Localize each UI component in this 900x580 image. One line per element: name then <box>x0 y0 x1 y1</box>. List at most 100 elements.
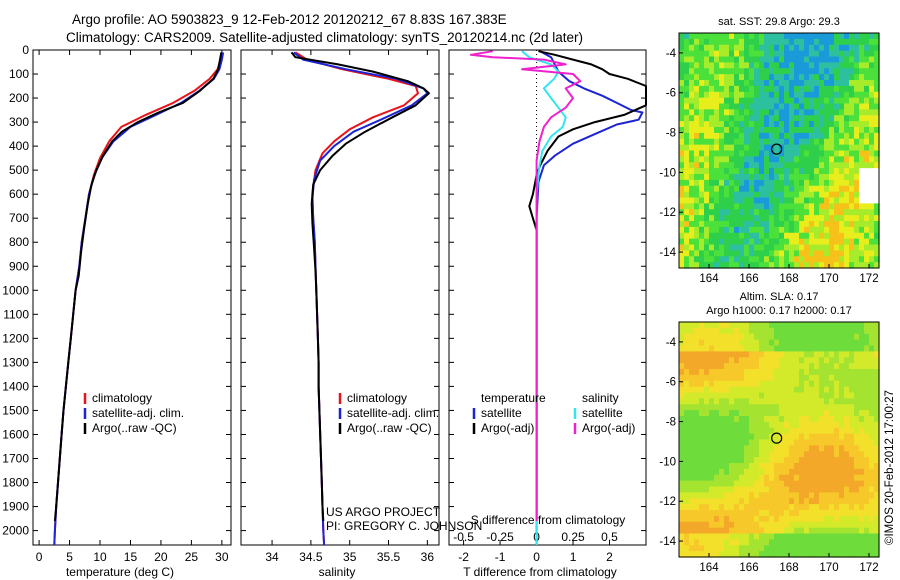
map-cell <box>689 238 695 246</box>
map-cell <box>714 463 720 470</box>
map-cell <box>749 33 755 40</box>
map-cell <box>684 68 690 75</box>
map-cell <box>854 398 860 405</box>
map-cell <box>734 168 740 175</box>
map-cell <box>759 115 765 122</box>
map-cell <box>704 539 710 546</box>
legend-title-salinity: salinity <box>582 391 619 405</box>
map-cell <box>874 433 880 441</box>
x-tick-label: 35.5 <box>377 550 401 564</box>
map-cell <box>684 515 690 523</box>
map-cell <box>724 433 730 441</box>
map-cell <box>729 138 735 146</box>
map-cell <box>789 38 795 46</box>
map-cell <box>704 156 710 163</box>
map-cell <box>744 232 750 240</box>
map-cell <box>699 404 705 411</box>
map-cell <box>679 56 685 63</box>
map-cell <box>854 322 860 329</box>
map-cell <box>869 197 875 204</box>
map-cell <box>769 451 775 458</box>
map-cell <box>759 121 765 128</box>
map-cell <box>844 203 850 210</box>
map-cell <box>744 345 750 352</box>
map-cell <box>679 150 685 157</box>
map-cell <box>844 545 850 552</box>
map-cell <box>699 50 705 58</box>
map-cell <box>794 91 800 99</box>
map-cell <box>789 427 795 435</box>
map-cell <box>769 404 775 411</box>
map-cell <box>834 103 840 110</box>
map-cell <box>694 144 700 152</box>
map-cell <box>749 551 755 558</box>
map-cell <box>804 215 810 222</box>
map-cell <box>714 85 720 93</box>
map-cell <box>729 256 735 263</box>
map-cell <box>824 68 830 75</box>
map-cell <box>834 445 840 452</box>
map-cell <box>869 174 875 181</box>
map-cell <box>729 250 735 257</box>
map-cell <box>839 97 845 105</box>
map-cell <box>799 80 805 87</box>
map-x-tick-label: 168 <box>779 273 798 285</box>
map-cell <box>814 539 820 546</box>
map-cell <box>819 486 825 493</box>
map-cell <box>704 97 710 105</box>
map-cell <box>829 150 835 157</box>
map-cell <box>794 179 800 187</box>
map-cell <box>754 226 760 234</box>
map-cell <box>829 144 835 152</box>
map-cell <box>809 185 815 193</box>
map-cell <box>789 68 795 75</box>
map-cell <box>759 174 765 181</box>
map-cell <box>794 121 800 128</box>
map-cell <box>819 80 825 87</box>
map-cell <box>734 439 740 446</box>
map-cell <box>854 474 860 482</box>
map-cell <box>714 369 720 376</box>
map-cell <box>719 369 725 376</box>
map-cell <box>784 386 790 394</box>
map-cell <box>749 109 755 116</box>
map-cell <box>834 363 840 370</box>
map-cell <box>709 363 715 370</box>
map-cell <box>689 62 695 69</box>
map-cell <box>854 191 860 199</box>
map-cell <box>749 380 755 388</box>
map-cell <box>774 156 780 163</box>
map-cell <box>774 179 780 187</box>
map-cell <box>734 103 740 110</box>
map-cell <box>869 33 875 40</box>
map-cell <box>679 433 685 441</box>
map-cell <box>789 322 795 329</box>
map-cell <box>839 380 845 388</box>
map-cell <box>694 474 700 482</box>
map-cell <box>869 421 875 429</box>
map-cell <box>794 427 800 435</box>
map-cell <box>754 250 760 257</box>
map-cell <box>804 492 810 499</box>
x-tick-label: -2 <box>458 550 469 564</box>
map-cell <box>679 504 685 511</box>
map-cell <box>854 433 860 441</box>
map-cell <box>874 56 880 63</box>
map-cell <box>854 416 860 423</box>
map-cell <box>714 351 720 358</box>
map-cell <box>794 369 800 376</box>
map-cell <box>719 174 725 181</box>
map-cell <box>804 386 810 394</box>
map-cell <box>759 185 765 193</box>
map-cell <box>819 221 825 228</box>
map-cell <box>874 150 880 157</box>
x-tick-label: 10 <box>93 550 107 564</box>
map-cell <box>819 127 825 134</box>
map-cell <box>689 457 695 464</box>
map-cell <box>719 38 725 46</box>
map-cell <box>684 498 690 505</box>
map-cell <box>829 250 835 257</box>
map-cell <box>794 551 800 558</box>
map-cell <box>869 97 875 105</box>
map-cell <box>704 339 710 347</box>
